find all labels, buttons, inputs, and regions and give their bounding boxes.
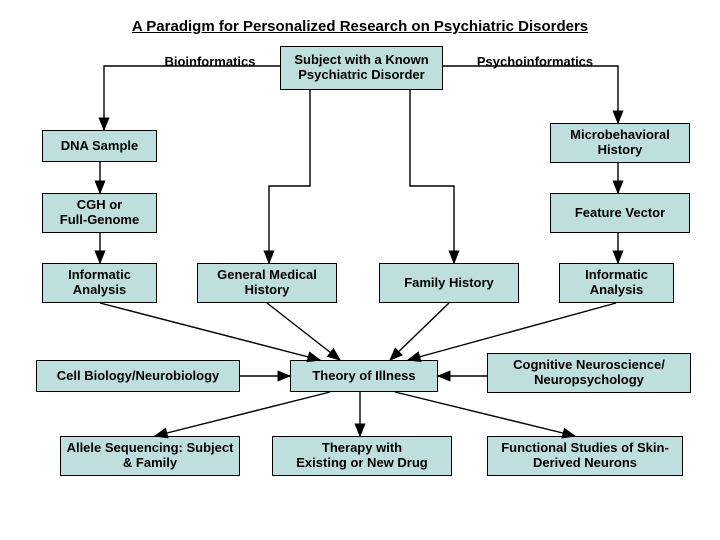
node-cgh: CGH or Full-Genome	[42, 193, 157, 233]
node-theory: Theory of Illness	[290, 360, 438, 392]
edge-9	[267, 303, 340, 360]
node-cbnb: Cell Biology/Neurobiology	[36, 360, 240, 392]
node-allele: Allele Sequencing: Subject & Family	[60, 436, 240, 476]
edge-10	[390, 303, 449, 360]
edge-8	[100, 303, 320, 360]
node-cnnp: Cognitive Neuroscience/ Neuropsychology	[487, 353, 691, 393]
edge-16	[395, 392, 575, 436]
edge-11	[408, 303, 616, 360]
diagram-title: A Paradigm for Personalized Research on …	[0, 18, 720, 35]
node-fv: Feature Vector	[550, 193, 690, 233]
node-gmh: General Medical History	[197, 263, 337, 303]
node-dna: DNA Sample	[42, 130, 157, 162]
label-psychoinformatics: Psychoinformatics	[460, 54, 610, 69]
node-subject: Subject with a Known Psychiatric Disorde…	[280, 46, 443, 90]
node-inf1: Informatic Analysis	[42, 263, 157, 303]
node-inf2: Informatic Analysis	[559, 263, 674, 303]
edge-6	[269, 90, 310, 263]
node-therapy: Therapy with Existing or New Drug	[272, 436, 452, 476]
edge-0	[104, 66, 280, 130]
node-fam: Family History	[379, 263, 519, 303]
label-bioinformatics: Bioinformatics	[150, 54, 270, 69]
edge-14	[155, 392, 330, 436]
edge-1	[443, 66, 618, 123]
node-micro: Microbehavioral History	[550, 123, 690, 163]
edge-7	[410, 90, 454, 263]
node-func: Functional Studies of Skin-Derived Neuro…	[487, 436, 683, 476]
